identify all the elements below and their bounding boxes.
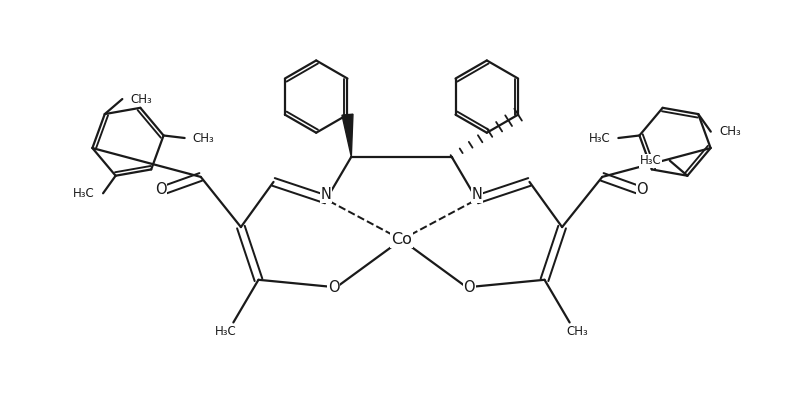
Text: O: O bbox=[155, 182, 166, 197]
Text: CH₃: CH₃ bbox=[192, 132, 214, 144]
Text: H₃C: H₃C bbox=[73, 187, 95, 200]
Text: Co: Co bbox=[391, 232, 411, 247]
Text: H₃C: H₃C bbox=[639, 154, 661, 167]
Text: O: O bbox=[463, 280, 475, 295]
Text: N: N bbox=[320, 187, 331, 202]
Text: H₃C: H₃C bbox=[588, 132, 610, 144]
Text: CH₃: CH₃ bbox=[565, 325, 587, 338]
Text: O: O bbox=[636, 182, 647, 197]
Polygon shape bbox=[342, 114, 353, 157]
Text: N: N bbox=[471, 187, 482, 202]
Text: CH₃: CH₃ bbox=[718, 125, 739, 138]
Text: O: O bbox=[327, 280, 339, 295]
Text: H₃C: H₃C bbox=[215, 325, 237, 338]
Text: CH₃: CH₃ bbox=[131, 92, 152, 106]
